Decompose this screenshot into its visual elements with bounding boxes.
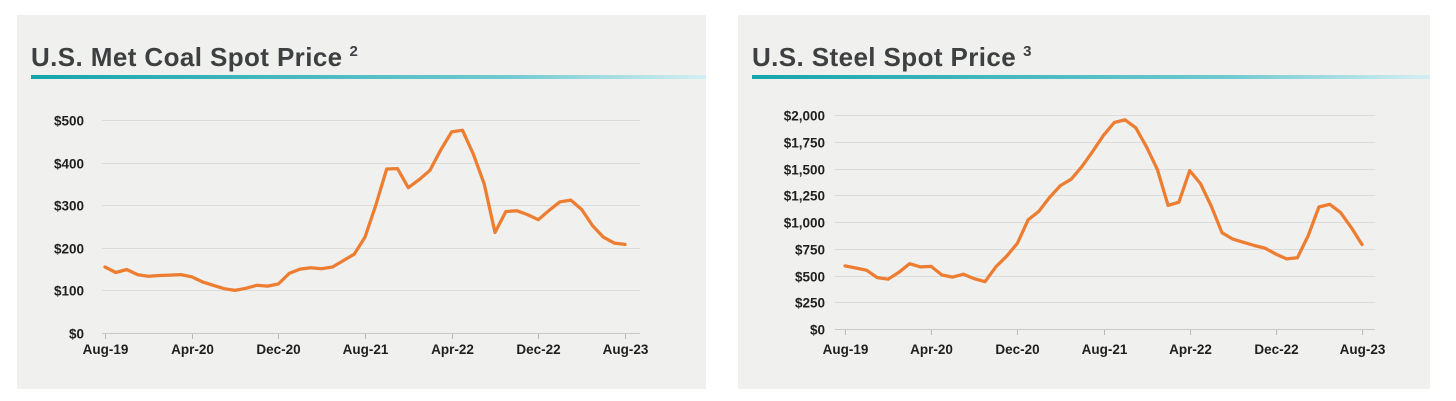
y-axis-tick-label: $250 xyxy=(795,296,825,311)
x-axis-tick-label: Aug-21 xyxy=(1082,342,1128,357)
accent-rule xyxy=(752,75,1430,79)
price-line-series xyxy=(843,118,1364,284)
chart-title-text: U.S. Met Coal Spot Price xyxy=(31,42,343,72)
met-coal-chart-title: U.S. Met Coal Spot Price 2 xyxy=(31,42,358,73)
y-axis-tick-label: $500 xyxy=(795,270,825,285)
x-axis-tick-label: Apr-20 xyxy=(910,342,953,357)
y-axis-tick-label: $2,000 xyxy=(784,109,825,124)
x-axis-tick-label: Dec-20 xyxy=(995,342,1039,357)
chart-canvas: $0 $100 $200 $300 $400 $500 Aug-19 Apr-20 Dec-20… xyxy=(54,114,649,358)
footnote-marker: 2 xyxy=(349,43,359,60)
chart-title-text: U.S. Steel Spot Price xyxy=(752,42,1017,72)
y-axis-tick-label: $1,500 xyxy=(784,163,825,178)
x-axis-tick-label: Apr-20 xyxy=(171,342,214,357)
x-axis-tick-label: Aug-19 xyxy=(823,342,869,357)
footnote-marker: 3 xyxy=(1023,43,1032,60)
y-axis-tick-label: $300 xyxy=(54,199,84,214)
chart-canvas: $0 $250 $500 $750 $1,000 $1,250 $1,500 $1,750 $2… xyxy=(784,109,1386,358)
y-axis-tick-label: $100 xyxy=(54,284,84,299)
price-line-series xyxy=(103,128,627,293)
y-axis-tick-label: $400 xyxy=(54,157,84,172)
y-axis-tick-label: $200 xyxy=(54,242,84,257)
y-axis-tick-label: $0 xyxy=(69,327,84,342)
met-coal-line-chart: $0 $100 $200 $300 $400 $500 Aug-19 Apr-20 Dec-20… xyxy=(17,100,706,389)
x-axis-tick-label: Apr-22 xyxy=(1169,342,1212,357)
y-axis-tick-label: $0 xyxy=(810,323,825,338)
y-axis-tick-label: $500 xyxy=(54,114,84,129)
x-axis-tick-label: Dec-20 xyxy=(256,342,300,357)
x-axis-tick-label: Apr-22 xyxy=(431,342,474,357)
x-axis-tick-label: Aug-21 xyxy=(343,342,389,357)
steel-chart-title: U.S. Steel Spot Price 3 xyxy=(752,42,1032,73)
steel-line-chart: $0 $250 $500 $750 $1,000 $1,250 $1,500 $1,750 $2… xyxy=(738,100,1430,389)
y-axis-tick-label: $1,750 xyxy=(784,136,825,151)
accent-rule xyxy=(31,75,706,79)
y-axis-tick-label: $750 xyxy=(795,243,825,258)
steel-price-card: U.S. Steel Spot Price 3 $0 $250 $500 $750 $1,… xyxy=(738,15,1430,389)
x-axis-tick-label: Dec-22 xyxy=(1254,342,1298,357)
y-axis-tick-label: $1,000 xyxy=(784,216,825,231)
x-axis-tick-label: Aug-19 xyxy=(83,342,129,357)
x-axis-tick-label: Aug-23 xyxy=(603,342,649,357)
met-coal-price-card: U.S. Met Coal Spot Price 2 $0 $100 $200 $300… xyxy=(17,15,706,389)
x-axis-tick-label: Aug-23 xyxy=(1340,342,1386,357)
x-axis-tick-label: Dec-22 xyxy=(516,342,560,357)
y-axis-tick-label: $1,250 xyxy=(784,189,825,204)
